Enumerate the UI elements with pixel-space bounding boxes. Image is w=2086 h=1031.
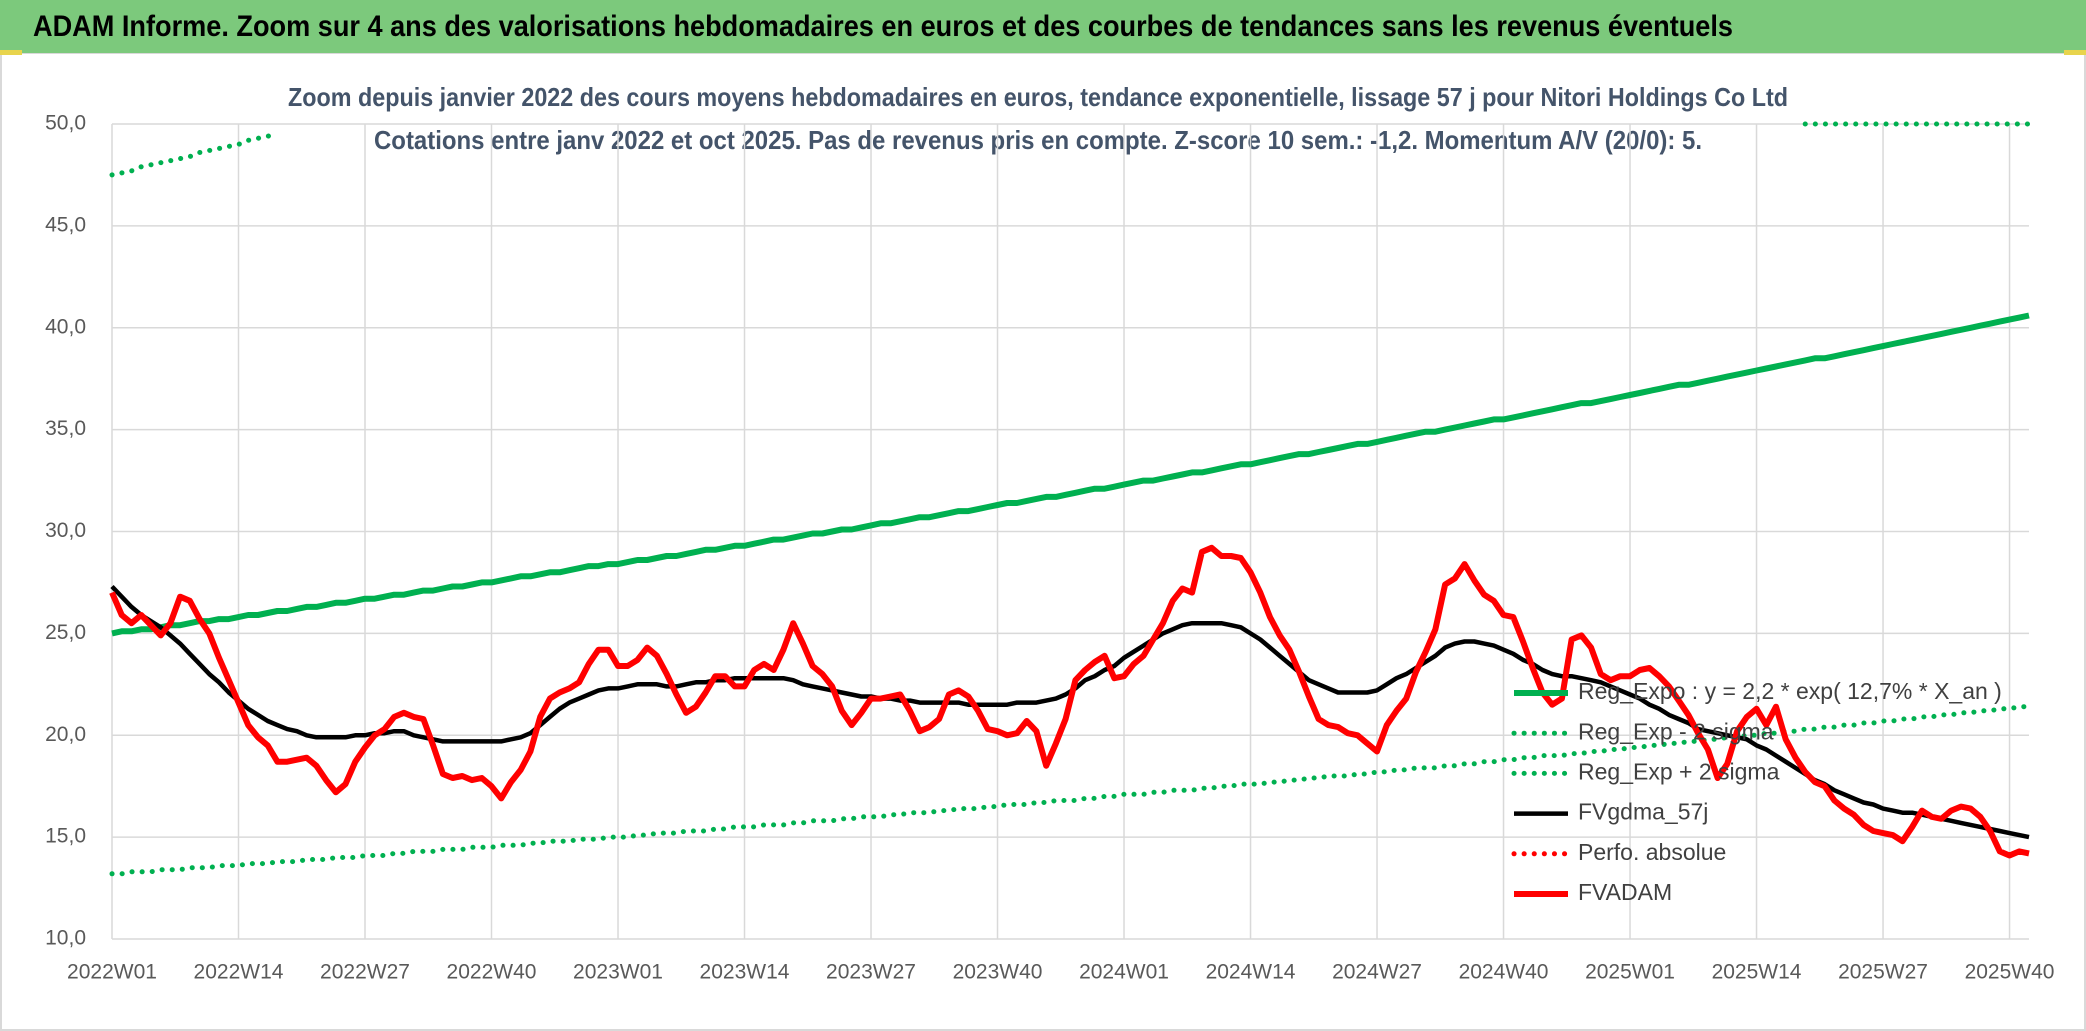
y-tick-label: 40,0 xyxy=(45,315,86,338)
series-line xyxy=(109,704,2032,877)
y-tick-label: 30,0 xyxy=(45,519,86,542)
y-tick-label: 35,0 xyxy=(45,417,86,440)
series-line xyxy=(111,312,2030,637)
y-tick-label: 20,0 xyxy=(45,723,86,746)
y-tick-label: 50,0 xyxy=(45,112,86,135)
y-tick-label: 45,0 xyxy=(45,213,86,236)
legend-label: Reg_Exp + 2 sigma xyxy=(1578,758,1780,784)
x-tick-label: 2024W27 xyxy=(1332,961,1422,984)
x-tick-label: 2023W14 xyxy=(700,961,790,984)
chart-subtitle: Zoom depuis janvier 2022 des cours moyen… xyxy=(288,82,1788,112)
x-tick-label: 2023W01 xyxy=(573,961,663,984)
x-tick-label: 2025W40 xyxy=(1965,961,2055,984)
header-bar xyxy=(0,0,2086,53)
x-tick-label: 2025W01 xyxy=(1585,961,1675,984)
series-line xyxy=(109,131,280,178)
legend-label: Reg_Expo : y = 2,2 * exp( 12,7% * X_an ) xyxy=(1578,678,2002,704)
x-tick-label: 2022W40 xyxy=(447,961,537,984)
x-tick-label: 2025W27 xyxy=(1838,961,1928,984)
x-tick-label: 2024W01 xyxy=(1079,961,1169,984)
legend-label: Perfo. absolue xyxy=(1578,839,1726,865)
series-line xyxy=(109,544,2030,859)
x-tick-label: 2022W01 xyxy=(67,961,157,984)
x-tick-label: 2023W40 xyxy=(953,961,1043,984)
chart-title: ADAM Informe. Zoom sur 4 ans des valoris… xyxy=(33,10,1733,43)
y-tick-label: 25,0 xyxy=(45,621,86,644)
x-tick-label: 2025W14 xyxy=(1712,961,1802,984)
y-tick-label: 10,0 xyxy=(45,927,86,950)
legend-label: Reg_Exp - 2 sigma xyxy=(1578,718,1774,744)
header-corner xyxy=(0,50,22,55)
x-tick-label: 2023W27 xyxy=(826,961,916,984)
x-tick-label: 2024W40 xyxy=(1459,961,1549,984)
y-tick-label: 15,0 xyxy=(45,825,86,848)
chart-subtitle: Cotations entre janv 2022 et oct 2025. P… xyxy=(374,125,1702,155)
legend-label: FVgdma_57j xyxy=(1578,799,1708,825)
legend-label: FVADAM xyxy=(1578,879,1672,905)
x-tick-label: 2022W14 xyxy=(194,961,284,984)
x-tick-label: 2024W14 xyxy=(1206,961,1296,984)
x-tick-label: 2022W27 xyxy=(320,961,410,984)
header-corner xyxy=(2064,50,2086,55)
